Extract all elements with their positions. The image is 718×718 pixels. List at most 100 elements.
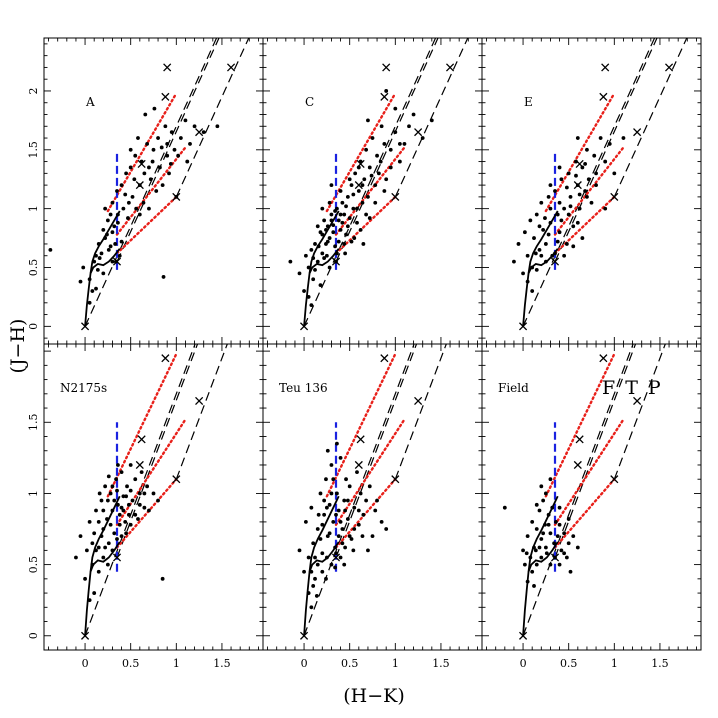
reddening-vector-2 (116, 38, 220, 262)
panel-frame (481, 37, 702, 345)
ctts-locus-3 (553, 195, 616, 255)
data-point (110, 259, 115, 264)
data-point (311, 277, 316, 282)
panel-teu-136: 0 0.5 1 1.5 Teu 136 (262, 343, 483, 670)
data-point (522, 562, 527, 567)
data-point (309, 605, 314, 610)
data-point (329, 212, 334, 217)
data-point (313, 267, 317, 272)
data-point (375, 498, 379, 503)
data-point (96, 242, 101, 246)
data-point (548, 220, 553, 225)
data-point (315, 224, 320, 229)
data-point (316, 244, 321, 249)
data-point (525, 253, 530, 258)
data-point (128, 488, 133, 493)
data-point (564, 242, 569, 246)
data-point (96, 520, 101, 524)
data-point (188, 142, 192, 146)
data-point (115, 488, 119, 493)
data-point (534, 527, 539, 531)
data-point (546, 232, 551, 237)
data-point (183, 118, 188, 123)
data-point (163, 124, 168, 129)
data-point (589, 200, 594, 205)
data-point (388, 147, 393, 152)
data-point (160, 576, 165, 581)
data-point (571, 244, 576, 249)
data-point (543, 216, 547, 220)
data-point (108, 244, 113, 249)
data-point (559, 548, 564, 553)
data-point (115, 537, 119, 541)
data-point (555, 534, 560, 539)
data-point (352, 527, 357, 531)
data-point (133, 153, 138, 158)
data-point (90, 541, 95, 546)
data-point (119, 183, 124, 188)
data-point (87, 277, 92, 282)
data-point (532, 545, 536, 550)
data-point (119, 534, 124, 539)
data-point (349, 537, 354, 541)
data-point (349, 183, 354, 188)
data-point (136, 517, 140, 521)
data-point (557, 505, 562, 510)
panels: 0 0.5 1 1.5 2 A C E 0 0.5 1 1.5 0 0.5 1 1.5 N2175s 0 0.5 1 1… (27, 37, 702, 670)
data-point (176, 153, 181, 158)
marker-cross (195, 396, 204, 405)
data-point (577, 192, 582, 197)
reddening-vector-2 (116, 344, 199, 558)
data-point (333, 545, 337, 550)
data-point (379, 520, 384, 524)
dwarf-locus (522, 495, 559, 636)
data-point (160, 183, 165, 188)
marker-cross (550, 257, 560, 266)
data-point (126, 502, 131, 507)
marker-cross (665, 319, 672, 326)
data-point (539, 537, 544, 541)
data-point (367, 484, 372, 489)
data-point (325, 239, 330, 244)
marker-cross (610, 192, 619, 201)
data-point (355, 206, 359, 211)
data-point (110, 230, 115, 235)
panel-label: E (524, 95, 533, 109)
data-point (543, 522, 547, 527)
data-point (543, 259, 548, 264)
x-tick-label: 0.5 (341, 657, 359, 670)
ctts-locus-2 (334, 146, 406, 236)
data-point (320, 522, 325, 527)
data-point (356, 508, 361, 513)
data-point (502, 505, 507, 510)
plot-area (48, 38, 250, 331)
data-point (543, 242, 548, 246)
data-point (562, 531, 567, 536)
data-point (306, 591, 311, 595)
data-point (137, 212, 142, 217)
data-point (126, 512, 131, 517)
data-point (327, 200, 332, 205)
data-point (116, 212, 120, 217)
data-point (525, 579, 530, 584)
data-point (185, 159, 190, 164)
data-point (532, 584, 536, 588)
data-point (137, 183, 142, 188)
data-point (112, 224, 117, 229)
data-point (116, 463, 120, 467)
data-point (329, 183, 334, 188)
data-point (329, 463, 334, 467)
data-point (105, 218, 110, 223)
data-point (119, 239, 124, 244)
data-point (92, 591, 97, 595)
data-point (105, 232, 109, 237)
data-point (137, 491, 142, 496)
ctts-locus-3 (553, 478, 616, 549)
data-point (165, 153, 170, 158)
data-point (306, 295, 311, 299)
ctts-locus-2 (115, 146, 187, 236)
data-point (544, 551, 549, 556)
plot-area (74, 344, 228, 640)
data-point (607, 142, 612, 146)
data-point (351, 206, 356, 211)
